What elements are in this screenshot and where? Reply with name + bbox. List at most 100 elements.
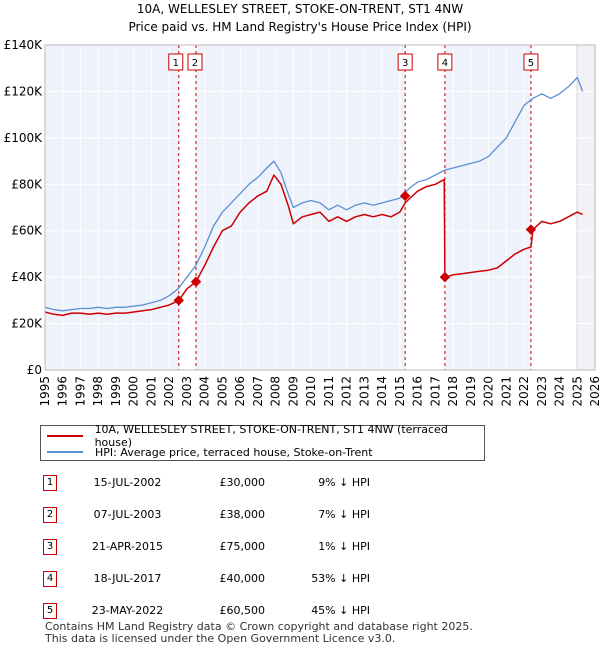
- footer-licence: This data is licensed under the Open Gov…: [45, 632, 396, 645]
- transaction-label: 2: [187, 53, 203, 71]
- legend-swatch-property: [47, 435, 83, 437]
- transaction-row: 4 18-JUL-2017 £40,000 53% ↓ HPI: [0, 571, 600, 587]
- x-tick-label: 2026: [588, 376, 600, 407]
- transaction-label-text: 3: [402, 58, 408, 69]
- transaction-label-text: 4: [442, 58, 448, 69]
- x-tick-label: 2023: [535, 376, 549, 407]
- transaction-hpi-diff: 1% ↓ HPI: [318, 540, 370, 553]
- transaction-price: £38,000: [219, 508, 266, 521]
- y-tick-label: £0: [27, 363, 42, 377]
- x-tick-label: 2016: [411, 376, 425, 407]
- x-tick-label: 2002: [162, 376, 176, 407]
- legend-item-hpi: HPI: Average price, terraced house, Stok…: [47, 444, 373, 460]
- x-tick-label: 2022: [517, 376, 531, 407]
- x-tick-label: 2007: [251, 376, 265, 407]
- transaction-number: 4: [43, 571, 57, 587]
- chart-title: 10A, WELLESLEY STREET, STOKE-ON-TRENT, S…: [136, 2, 464, 16]
- x-tick-label: 2010: [304, 376, 318, 407]
- x-tick-label: 2003: [180, 376, 194, 407]
- x-tick-label: 2013: [357, 376, 371, 407]
- x-tick-label: 2008: [269, 376, 283, 407]
- transaction-price: £75,000: [219, 540, 266, 553]
- transaction-number: 5: [43, 603, 57, 619]
- y-tick-label: £80K: [11, 177, 43, 191]
- legend-label-property: 10A, WELLESLEY STREET, STOKE-ON-TRENT, S…: [94, 423, 448, 449]
- y-tick-label: £60K: [11, 224, 43, 238]
- transaction-number: 3: [43, 539, 57, 555]
- x-tick-label: 2004: [198, 376, 212, 407]
- transaction-number: 1: [43, 475, 57, 491]
- x-tick-label: 2020: [482, 376, 496, 407]
- plot-border: [44, 44, 596, 371]
- transaction-hpi-diff: 7% ↓ HPI: [318, 508, 370, 521]
- y-tick-label: £20K: [11, 317, 43, 331]
- transaction-point: [399, 190, 411, 202]
- transaction-row: 5 23-MAY-2022 £60,500 45% ↓ HPI: [0, 603, 600, 619]
- forecast-hatch-region: [577, 45, 595, 370]
- legend-label-hpi: HPI: Average price, terraced house, Stok…: [95, 445, 373, 459]
- x-tick-label: 2000: [127, 376, 141, 407]
- transaction-date: 15-JUL-2002: [93, 476, 162, 489]
- x-tick-label: 2005: [215, 376, 229, 407]
- transaction-row: 2 07-JUL-2003 £38,000 7% ↓ HPI: [0, 507, 600, 523]
- transaction-date: 07-JUL-2003: [93, 508, 162, 521]
- transaction-label-box: [187, 53, 203, 71]
- x-tick-label: 2025: [570, 376, 584, 407]
- legend-swatch-hpi: [47, 451, 83, 453]
- transaction-label: 4: [437, 53, 453, 71]
- transaction-date: 23-MAY-2022: [91, 604, 164, 617]
- transaction-date: 18-JUL-2017: [93, 572, 162, 585]
- x-tick-label: 2001: [144, 376, 158, 407]
- x-tick-label: 2019: [464, 376, 478, 407]
- transaction-label-box: [523, 53, 539, 71]
- x-tick-label: 2009: [286, 376, 300, 407]
- price-chart: £0 £20K £40K £60K £80K £100K £120K £140K 1995 199…: [4, 38, 600, 407]
- transaction-hpi-diff: 53% ↓ HPI: [311, 572, 370, 585]
- chart-legend: 10A, WELLESLEY STREET, STOKE-ON-TRENT, S…: [40, 423, 485, 461]
- transaction-point: [190, 276, 202, 287]
- footer-copyright: Contains HM Land Registry data © Crown c…: [45, 620, 473, 633]
- y-tick-label: £140K: [4, 38, 44, 52]
- x-tick-label: 1995: [38, 376, 52, 407]
- legend-item-property: 10A, WELLESLEY STREET, STOKE-ON-TRENT, S…: [47, 423, 484, 449]
- transaction-price: £30,000: [219, 476, 266, 489]
- x-tick-label: 2017: [428, 376, 442, 407]
- transaction-label-box: [437, 53, 453, 71]
- transaction-label-box: [168, 53, 184, 71]
- chart-subtitle: Price paid vs. HM Land Registry's House …: [128, 20, 472, 34]
- x-tick-label: 2021: [499, 376, 513, 407]
- transaction-price: £60,500: [219, 604, 266, 617]
- y-tick-label: £120K: [4, 84, 44, 98]
- x-tick-label: 2012: [340, 376, 354, 407]
- plot-background: [45, 45, 595, 370]
- x-tick-label: 2015: [393, 376, 407, 407]
- x-tick-label: 2018: [446, 376, 460, 407]
- hpi-line: [44, 76, 584, 312]
- transaction-label-box: [397, 53, 413, 71]
- transaction-point: [525, 224, 537, 235]
- transaction-point: [439, 271, 451, 283]
- transaction-point: [173, 295, 184, 306]
- transaction-label: 1: [168, 53, 184, 71]
- property-price-line: [44, 174, 583, 317]
- x-tick-label: 2024: [553, 376, 567, 407]
- x-tick-label: 1997: [73, 376, 87, 407]
- x-tick-label: 1999: [109, 376, 123, 407]
- y-tick-label: £100K: [4, 131, 44, 145]
- x-tick-label: 1998: [91, 376, 105, 407]
- x-tick-label: 1996: [56, 376, 70, 407]
- transaction-label-text: 1: [173, 58, 179, 69]
- transaction-date: 21-APR-2015: [91, 540, 164, 553]
- x-tick-label: 2011: [322, 376, 336, 407]
- x-tick-label: 2014: [375, 376, 389, 407]
- x-tick-label: 2006: [233, 376, 247, 407]
- transaction-label: 3: [397, 53, 413, 71]
- transaction-price: £40,000: [219, 572, 266, 585]
- transaction-label-text: 5: [528, 58, 534, 69]
- transaction-label-text: 2: [192, 58, 198, 69]
- transaction-label: 5: [523, 53, 539, 71]
- transaction-period-shade: [405, 45, 445, 370]
- transaction-row: 3 21-APR-2015 £75,000 1% ↓ HPI: [0, 539, 600, 555]
- transaction-hpi-diff: 45% ↓ HPI: [311, 604, 370, 617]
- transaction-hpi-diff: 9% ↓ HPI: [318, 476, 370, 489]
